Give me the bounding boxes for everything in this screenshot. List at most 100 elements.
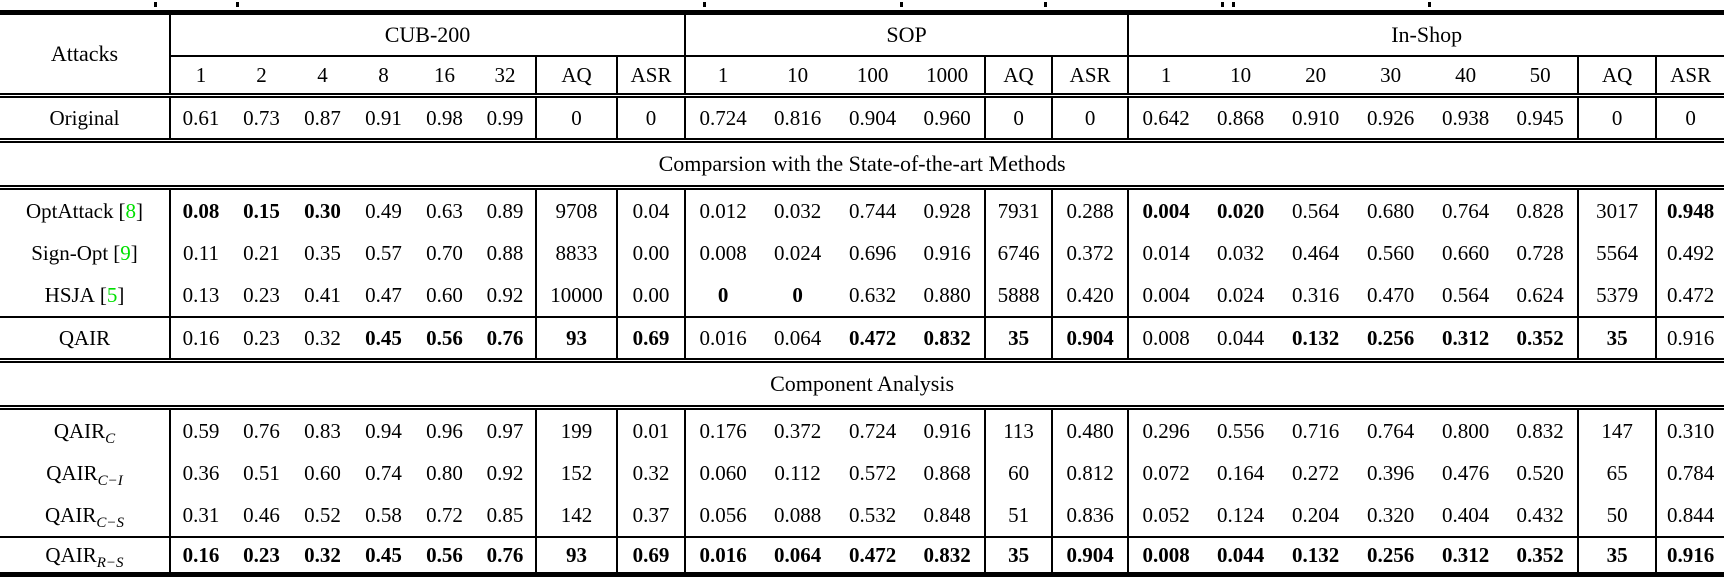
value-cell: 0 [1578,93,1658,141]
attacks-header: Attacks [0,12,171,96]
value-cell: 0.08 [182,198,220,223]
value-cell: 0.868 [1203,93,1279,141]
value-cell: 0.204 [1292,502,1340,527]
table-row-qair: QAIR 0.16 0.23 0.32 0.45 0.56 0.76 93 0.… [0,316,1724,361]
method-name: QAIR [53,418,106,443]
value-cell: 0.880 [910,274,987,317]
column-header-row: 1 2 4 8 16 32 AQ ASR 1 10 100 1000 AQ AS… [0,55,1724,96]
value-cell: 0.480 [1052,407,1130,452]
citation-link[interactable]: 9 [113,241,138,265]
citation-number[interactable]: 5 [106,282,118,307]
value-cell: 0.30 [304,198,341,223]
value-cell: 7931 [985,187,1054,232]
value-cell: 0.916 [1656,316,1724,361]
value-cell: 0.76 [475,316,537,361]
value-cell: 0.296 [1142,418,1190,443]
value-cell: 0.404 [1442,502,1490,527]
value-cell: 0.014 [1142,240,1190,265]
method-subscript: C−S [96,515,124,532]
table-row-signopt: Sign-Opt9 0.11 0.21 0.35 0.57 0.70 0.88 … [0,232,1724,274]
citation-link[interactable]: 5 [100,283,125,307]
value-cell: 0 [617,93,687,141]
col-header: 16 [414,55,475,96]
value-cell: 0.470 [1367,282,1415,307]
table-row-qair-rs: QAIRR−S 0.16 0.23 0.32 0.45 0.56 0.76 93… [0,536,1724,575]
value-cell: 0.728 [1503,232,1580,274]
value-cell: 0.716 [1292,418,1340,443]
value-cell: 0.69 [617,316,687,361]
value-cell: 0.044 [1203,316,1279,361]
value-cell: 0.008 [1128,316,1204,361]
value-cell: 6746 [985,232,1054,274]
value-cell: 0.052 [1142,502,1190,527]
value-cell: 0.960 [910,93,987,141]
row-label: OptAttack 8 [0,187,171,232]
value-cell: 50 [1578,494,1658,537]
value-cell: 0 [792,282,803,307]
value-cell: 0.910 [1278,93,1354,141]
value-cell: 0.012 [699,198,747,223]
value-cell: 35 [985,536,1054,575]
value-cell: 0.37 [617,494,687,537]
value-cell: 0.176 [699,418,747,443]
value-cell: 0.032 [773,198,822,223]
value-cell: 0.87 [292,93,353,141]
value-cell: 0.32 [617,452,687,494]
value-cell: 0.945 [1503,93,1580,141]
group-header-cub200: CUB-200 [170,12,687,56]
value-cell: 0.76 [243,418,280,443]
method-name: OptAttack [26,198,114,223]
citation-number[interactable]: 9 [120,240,131,265]
citation-link[interactable]: 8 [118,199,143,223]
value-cell: 0 [1656,93,1724,141]
value-cell: 0.696 [848,240,897,265]
table-row-qair-ci: QAIRC−I 0.36 0.51 0.60 0.74 0.80 0.92 15… [0,452,1724,494]
value-cell: 0.464 [1292,240,1340,265]
value-cell: 0.46 [243,502,280,527]
citation-number[interactable]: 8 [125,198,136,223]
col-header: 1 [685,55,761,96]
value-cell: 0.60 [304,460,341,485]
value-cell: 0.564 [1442,282,1490,307]
table-row-original: Original 0.61 0.73 0.87 0.91 0.98 0.99 0… [0,93,1724,141]
value-cell: 5379 [1578,274,1658,317]
value-cell: 0.92 [475,274,537,317]
row-label: HSJA 5 [0,274,171,317]
value-cell: 0.044 [1203,536,1279,575]
value-cell: 0.004 [1142,282,1190,307]
value-cell: 0.132 [1278,536,1354,575]
value-cell: 0.764 [1367,418,1415,443]
value-cell: 0.916 [910,407,987,452]
value-cell: 0.032 [1217,240,1265,265]
value-cell: 0.312 [1428,316,1504,361]
value-cell: 0.92 [475,452,537,494]
value-cell: 0.23 [231,536,292,575]
col-header-aq: AQ [985,55,1054,96]
value-cell: 0.32 [292,316,353,361]
value-cell: 0.56 [414,316,475,361]
col-header: 50 [1503,55,1580,96]
value-cell: 0.764 [1442,198,1490,223]
value-cell: 199 [536,407,618,452]
value-cell: 0.288 [1052,187,1130,232]
row-label: QAIRR−S [0,536,171,575]
col-header: 10 [1203,55,1279,96]
value-cell: 0.74 [365,460,402,485]
table-row-hsja: HSJA 5 0.13 0.23 0.41 0.47 0.60 0.92 1000… [0,274,1724,317]
col-header-asr: ASR [1656,55,1724,96]
value-cell: 65 [1578,452,1658,494]
col-header-asr: ASR [1052,55,1130,96]
value-cell: 0.99 [475,93,537,141]
value-cell: 0.23 [231,316,292,361]
value-cell: 0.832 [910,536,987,575]
value-cell: 0.016 [685,316,761,361]
col-header: 20 [1278,55,1354,96]
value-cell: 0.85 [475,494,537,537]
value-cell: 0.63 [426,198,463,223]
col-header-aq: AQ [1578,55,1658,96]
value-cell: 0.572 [848,460,897,485]
col-header: 40 [1428,55,1504,96]
value-cell: 0.008 [699,240,747,265]
col-header: 100 [835,55,911,96]
value-cell: 0.73 [231,93,292,141]
